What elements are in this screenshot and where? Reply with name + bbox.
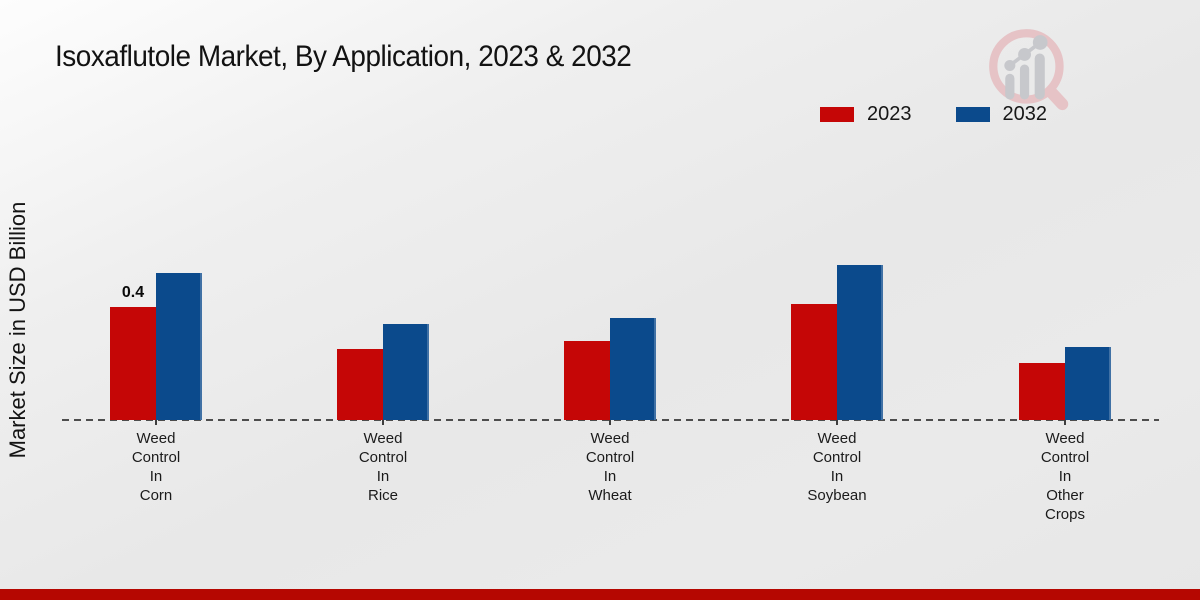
x-axis-tick [836, 420, 838, 425]
legend-label-2032: 2032 [1002, 103, 1048, 125]
bar-2023-category-3 [791, 304, 837, 420]
legend: 2023 2032 [820, 103, 1047, 126]
bar-2032-category-0 [156, 273, 202, 420]
legend-label-2023: 2023 [867, 103, 912, 125]
x-axis-tick [155, 420, 157, 425]
legend-swatch-2023 [820, 107, 854, 122]
bar-2032-category-2 [610, 318, 656, 420]
x-axis-category-label: Weed Control In Rice [358, 430, 408, 504]
footer-red-strip [0, 589, 1200, 600]
bar-2032-category-3 [837, 265, 883, 420]
bar-2023-category-0 [110, 307, 156, 420]
legend-item-2023: 2023 [820, 103, 912, 126]
x-axis-category-label: Weed Control In Wheat [585, 430, 635, 504]
market-research-magnifier-logo-icon [989, 29, 1069, 111]
chart-title: Isoxaflutole Market, By Application, 202… [55, 40, 632, 73]
bar-2032-category-4 [1065, 347, 1111, 420]
x-axis-tick [382, 420, 384, 425]
bar-2023-category-2 [564, 341, 610, 420]
x-axis-category-label: Weed Control In Soybean [807, 430, 867, 504]
x-axis-category-label: Weed Control In Corn [131, 430, 181, 504]
bar-data-label: 0.4 [121, 284, 145, 301]
x-axis-category-label: Weed Control In Other Crops [1040, 430, 1090, 523]
legend-item-2032: 2032 [955, 103, 1048, 126]
bar-2023-category-1 [337, 349, 383, 420]
x-axis-tick [1064, 420, 1066, 425]
legend-swatch-2032 [955, 107, 990, 122]
bar-2032-category-1 [383, 324, 429, 420]
x-axis-tick [609, 420, 611, 425]
bar-2023-category-4 [1019, 363, 1065, 420]
